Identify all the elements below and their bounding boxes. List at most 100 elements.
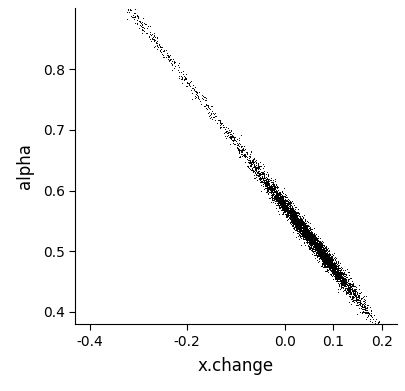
Point bbox=[359, 295, 365, 301]
Point bbox=[339, 271, 345, 277]
Point bbox=[314, 249, 321, 256]
Point bbox=[342, 278, 348, 284]
Point bbox=[323, 256, 330, 263]
Point bbox=[307, 230, 313, 236]
Point bbox=[316, 249, 323, 255]
Point bbox=[290, 214, 296, 220]
Point bbox=[319, 247, 325, 253]
Point bbox=[309, 247, 315, 253]
Point bbox=[298, 228, 304, 234]
Point bbox=[355, 299, 362, 305]
Point bbox=[318, 254, 325, 260]
Point bbox=[279, 201, 286, 207]
Point bbox=[346, 287, 352, 293]
Point bbox=[230, 130, 236, 136]
Point bbox=[286, 214, 292, 221]
Point bbox=[317, 247, 324, 253]
Point bbox=[320, 250, 327, 256]
Point bbox=[343, 276, 349, 282]
Point bbox=[296, 225, 303, 231]
Point bbox=[156, 47, 163, 54]
Point bbox=[311, 246, 318, 252]
Point bbox=[311, 243, 318, 249]
Point bbox=[367, 317, 373, 324]
Point bbox=[301, 220, 308, 226]
Point bbox=[297, 228, 304, 234]
Point bbox=[340, 277, 346, 283]
Point bbox=[342, 285, 348, 291]
Point bbox=[292, 220, 298, 226]
Point bbox=[274, 194, 280, 201]
Point bbox=[313, 234, 319, 240]
Point bbox=[136, 19, 143, 25]
Point bbox=[307, 244, 313, 250]
Point bbox=[330, 263, 337, 269]
Point bbox=[293, 215, 299, 222]
Point bbox=[335, 266, 342, 273]
Point bbox=[263, 178, 269, 184]
Point bbox=[304, 235, 311, 242]
Point bbox=[289, 208, 296, 214]
Point bbox=[275, 194, 282, 200]
Point bbox=[326, 266, 333, 273]
Point bbox=[305, 230, 311, 237]
Point bbox=[306, 229, 313, 235]
Point bbox=[326, 264, 333, 270]
Point bbox=[306, 232, 313, 238]
Point bbox=[340, 280, 347, 287]
Point bbox=[208, 103, 215, 109]
Point bbox=[297, 223, 304, 229]
Point bbox=[300, 222, 307, 229]
Point bbox=[328, 273, 335, 279]
Point bbox=[285, 212, 291, 219]
Point bbox=[256, 165, 262, 171]
Point bbox=[359, 304, 365, 310]
Point bbox=[281, 209, 288, 215]
Point bbox=[322, 254, 328, 260]
Point bbox=[290, 215, 296, 221]
Point bbox=[329, 261, 335, 267]
Point bbox=[347, 289, 353, 295]
Point bbox=[314, 244, 321, 250]
Point bbox=[274, 188, 281, 194]
Point bbox=[324, 252, 330, 258]
Point bbox=[258, 174, 264, 181]
Point bbox=[308, 236, 314, 242]
Point bbox=[337, 267, 343, 273]
Point bbox=[347, 301, 354, 307]
Point bbox=[320, 252, 326, 258]
Point bbox=[154, 35, 160, 41]
Point bbox=[334, 276, 341, 282]
Point bbox=[287, 208, 293, 214]
Point bbox=[310, 237, 317, 243]
Point bbox=[293, 211, 299, 217]
Point bbox=[318, 244, 325, 250]
Point bbox=[309, 240, 316, 246]
Point bbox=[328, 273, 335, 279]
Point bbox=[264, 169, 271, 175]
Point bbox=[277, 199, 284, 205]
Point bbox=[325, 261, 331, 267]
Point bbox=[292, 226, 299, 233]
Point bbox=[290, 219, 296, 225]
Point bbox=[305, 231, 312, 238]
Point bbox=[332, 264, 339, 270]
Point bbox=[318, 260, 325, 266]
Point bbox=[272, 186, 279, 192]
Point bbox=[273, 193, 279, 199]
Point bbox=[271, 194, 278, 200]
Point bbox=[279, 201, 286, 208]
Point bbox=[279, 198, 285, 204]
Point bbox=[312, 251, 319, 257]
Point bbox=[335, 257, 341, 264]
Point bbox=[305, 234, 311, 240]
Point bbox=[160, 47, 166, 54]
Point bbox=[290, 213, 296, 219]
Point bbox=[310, 239, 317, 245]
Point bbox=[292, 210, 298, 217]
Point bbox=[256, 166, 263, 172]
Point bbox=[324, 267, 331, 273]
Point bbox=[301, 224, 307, 230]
Point bbox=[151, 43, 158, 49]
Point bbox=[318, 251, 325, 258]
